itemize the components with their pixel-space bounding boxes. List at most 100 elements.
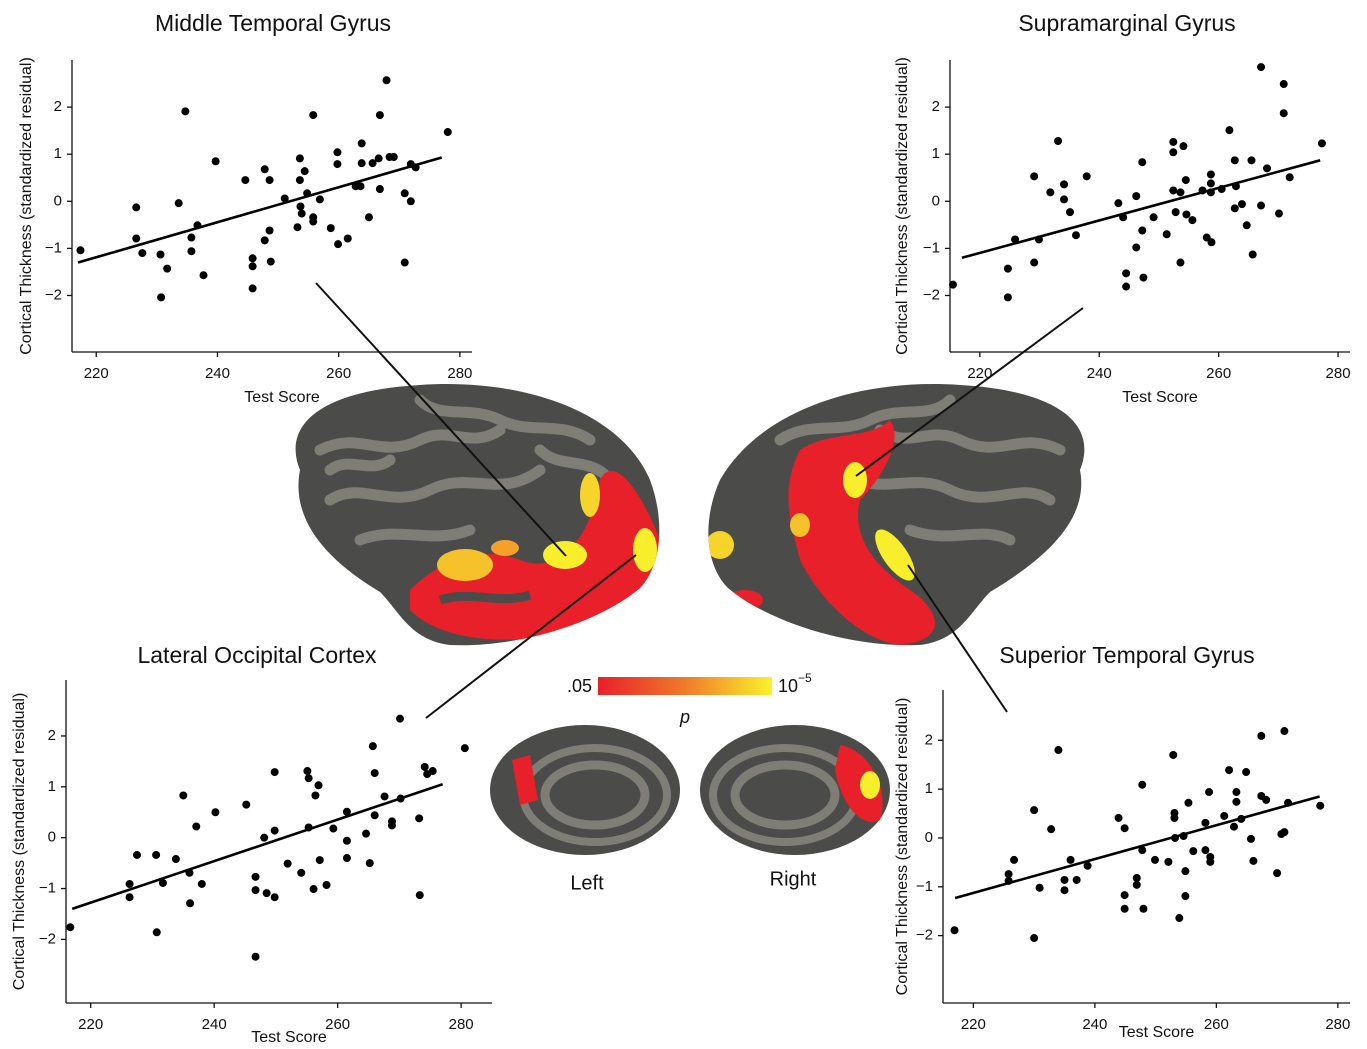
point — [260, 236, 269, 245]
point — [156, 250, 165, 259]
point — [304, 774, 313, 783]
point — [357, 139, 366, 148]
point — [192, 822, 201, 831]
point — [1262, 795, 1271, 804]
y-tick-label: −1 — [45, 239, 62, 256]
point — [382, 76, 391, 85]
point — [293, 223, 302, 232]
x-axis-label: Test Score — [1122, 389, 1198, 406]
y-tick-label: −1 — [923, 239, 940, 256]
point — [1231, 182, 1240, 191]
point — [1198, 186, 1207, 195]
point — [1114, 199, 1123, 208]
point — [303, 189, 312, 198]
point — [1257, 63, 1266, 72]
chart-title: Lateral Occipital Cortex — [137, 642, 377, 668]
brain-left-medial — [490, 725, 680, 855]
point — [1184, 798, 1193, 807]
point — [174, 199, 183, 208]
point — [187, 233, 196, 242]
point — [370, 811, 379, 820]
point — [132, 203, 141, 212]
point — [315, 195, 324, 204]
brain-right-lateral — [708, 384, 1085, 646]
x-axis-label: Test Score — [1119, 1024, 1195, 1041]
colorbar-high-base: 10 — [778, 676, 798, 696]
point — [1217, 185, 1226, 194]
point — [185, 868, 194, 877]
x-axis-label: Test Score — [244, 389, 320, 406]
point — [296, 202, 305, 211]
point — [1138, 158, 1147, 167]
point — [1279, 109, 1288, 118]
point — [1273, 869, 1282, 878]
x-tick-label: 260 — [325, 1016, 350, 1033]
point — [193, 221, 202, 230]
point — [1030, 806, 1039, 815]
point — [132, 234, 141, 243]
point — [295, 154, 304, 163]
point — [262, 889, 271, 898]
point — [270, 826, 279, 835]
point — [251, 952, 260, 961]
point — [199, 271, 208, 280]
point — [248, 262, 257, 271]
point — [1249, 856, 1258, 865]
point — [1122, 282, 1131, 291]
chart-title: Middle Temporal Gyrus — [155, 10, 391, 36]
point — [415, 814, 424, 823]
x-tick-label: 240 — [1087, 365, 1112, 382]
point — [1257, 731, 1266, 740]
y-tick-label: −1 — [39, 880, 56, 897]
point — [1201, 846, 1210, 855]
point — [460, 744, 469, 753]
x-tick-label: 280 — [447, 365, 472, 382]
point — [368, 742, 377, 751]
point — [1139, 904, 1148, 913]
x-tick-label: 240 — [202, 1016, 227, 1033]
y-tick-label: 1 — [925, 780, 933, 797]
colorbar-high: 10−5 — [778, 671, 812, 696]
point — [152, 928, 161, 937]
colorbar-high-exponent: −5 — [798, 671, 812, 685]
y-tick-label: 1 — [54, 145, 62, 162]
point — [1162, 230, 1171, 239]
point — [242, 800, 251, 809]
point — [157, 293, 166, 302]
point — [1066, 208, 1074, 217]
point — [158, 878, 167, 887]
point — [400, 189, 409, 198]
point — [1316, 801, 1325, 810]
point — [179, 791, 188, 800]
x-tick-label: 220 — [967, 365, 992, 382]
point — [1242, 768, 1251, 777]
point — [396, 714, 405, 723]
point — [387, 821, 396, 830]
connectors — [315, 282, 1084, 719]
point — [411, 163, 420, 172]
point — [1030, 934, 1039, 943]
point — [1246, 834, 1255, 843]
point — [1225, 766, 1234, 775]
point — [1171, 833, 1180, 842]
point — [171, 855, 180, 864]
y-axis-label: Cortical Thickness (standardized residua… — [894, 57, 911, 355]
point — [1206, 170, 1215, 179]
point — [1082, 172, 1091, 181]
point — [181, 107, 190, 116]
point — [1046, 188, 1055, 197]
point — [1151, 855, 1160, 864]
y-tick-label: −2 — [916, 927, 933, 944]
point — [364, 213, 373, 222]
point — [1011, 235, 1020, 244]
point — [1237, 200, 1246, 209]
x-tick-label: 280 — [449, 1016, 474, 1033]
point — [1201, 818, 1210, 827]
point — [1010, 855, 1019, 864]
point — [326, 224, 335, 233]
point — [1279, 80, 1288, 89]
point — [1083, 861, 1092, 870]
point — [1206, 179, 1215, 188]
point — [315, 856, 324, 865]
